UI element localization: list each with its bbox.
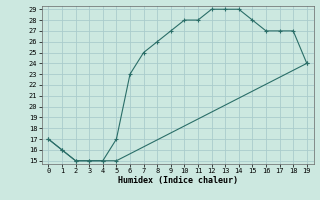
- X-axis label: Humidex (Indice chaleur): Humidex (Indice chaleur): [118, 176, 237, 185]
